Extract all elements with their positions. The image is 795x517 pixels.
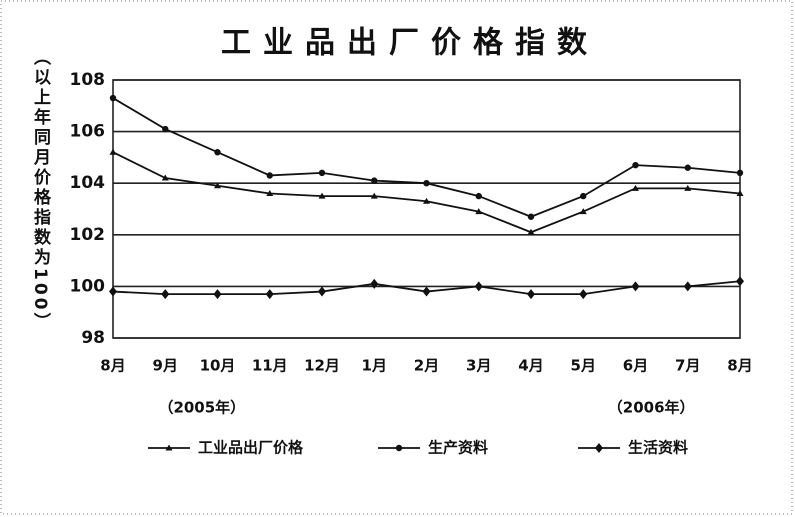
x-tick-label: 3月	[466, 357, 491, 375]
x-tick-label: 2月	[414, 357, 439, 375]
year-label: （2006年）	[608, 399, 695, 417]
marker	[632, 161, 639, 169]
x-tick-label: 8月	[727, 357, 752, 375]
x-tick-label: 5月	[571, 357, 596, 375]
y-tick-label: 102	[70, 225, 106, 245]
marker	[475, 192, 482, 200]
marker	[579, 289, 588, 300]
marker	[266, 190, 274, 197]
marker	[371, 177, 378, 184]
marker	[423, 180, 430, 187]
marker	[161, 289, 170, 300]
y-tick-label: 108	[70, 70, 106, 90]
marker	[161, 174, 169, 181]
marker	[370, 192, 378, 199]
marker	[632, 184, 639, 191]
marker	[318, 169, 326, 177]
marker	[684, 184, 692, 191]
marker	[423, 197, 430, 204]
marker	[395, 444, 403, 452]
x-tick-label: 4月	[518, 357, 543, 375]
y-tick-label: 104	[70, 173, 106, 193]
marker	[214, 149, 221, 156]
x-tick-label: 11月	[252, 357, 288, 375]
marker	[214, 182, 221, 189]
marker	[422, 286, 431, 297]
marker	[370, 278, 379, 289]
y-tick-label: 98	[81, 328, 105, 348]
series-line	[112, 151, 741, 234]
marker	[109, 148, 117, 155]
x-tick-label: 6月	[623, 357, 648, 375]
y-tick-label: 106	[70, 122, 106, 142]
marker	[109, 286, 117, 297]
marker	[527, 289, 535, 300]
marker	[580, 192, 587, 200]
x-tick-label: 1月	[362, 357, 387, 375]
marker	[318, 192, 326, 199]
y-axis-label: （以上年同月价格指数为100）	[30, 48, 52, 333]
marker	[265, 289, 274, 300]
marker	[527, 228, 535, 235]
marker	[474, 281, 483, 292]
marker	[109, 94, 117, 102]
legend-label: 工业品出厂价格	[198, 439, 304, 457]
x-tick-label: 9月	[153, 357, 178, 375]
marker	[318, 286, 326, 297]
marker	[165, 444, 173, 451]
legend-label: 生产资料	[428, 439, 488, 457]
legend-label: 生活资料	[628, 439, 688, 457]
year-label: （2005年）	[158, 399, 245, 417]
marker	[736, 190, 744, 197]
chart-title: 工业品出厂价格指数	[221, 26, 599, 61]
y-tick-label: 100	[70, 276, 106, 296]
marker	[684, 164, 691, 171]
marker	[527, 213, 535, 220]
marker	[213, 289, 222, 300]
marker	[736, 276, 744, 287]
plot-frame	[112, 79, 741, 339]
x-tick-label: 12月	[304, 357, 340, 375]
marker	[162, 125, 169, 133]
marker	[475, 208, 483, 215]
marker	[631, 281, 640, 292]
marker	[736, 169, 744, 177]
marker	[595, 443, 603, 453]
x-tick-label: 8月	[100, 357, 125, 375]
marker	[683, 281, 692, 292]
marker	[579, 208, 587, 215]
marker	[266, 172, 273, 179]
x-tick-label: 7月	[675, 357, 700, 375]
x-tick-label: 10月	[200, 357, 236, 375]
